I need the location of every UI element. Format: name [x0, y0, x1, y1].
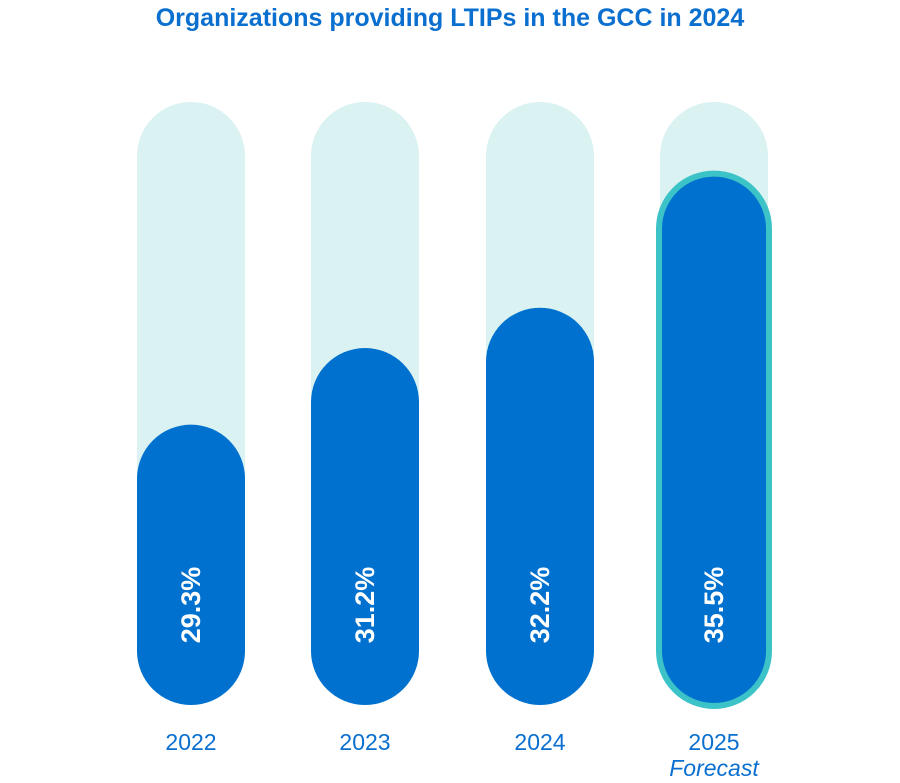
bar-2022	[137, 424, 245, 705]
forecast-label: Forecast	[669, 755, 760, 781]
category-label: 2022	[165, 729, 216, 755]
data-label: 29.3%	[176, 567, 206, 644]
data-label: 31.2%	[350, 567, 380, 644]
category-label: 2025	[688, 729, 739, 755]
data-label: 35.5%	[699, 567, 729, 644]
bar-2025	[656, 170, 772, 710]
category-label: 2024	[514, 729, 565, 755]
chart-title: Organizations providing LTIPs in the GCC…	[155, 4, 745, 32]
bar-2024	[486, 307, 594, 705]
bar-2023	[311, 348, 419, 705]
data-label: 32.2%	[525, 567, 555, 644]
category-label: 2023	[339, 729, 390, 755]
